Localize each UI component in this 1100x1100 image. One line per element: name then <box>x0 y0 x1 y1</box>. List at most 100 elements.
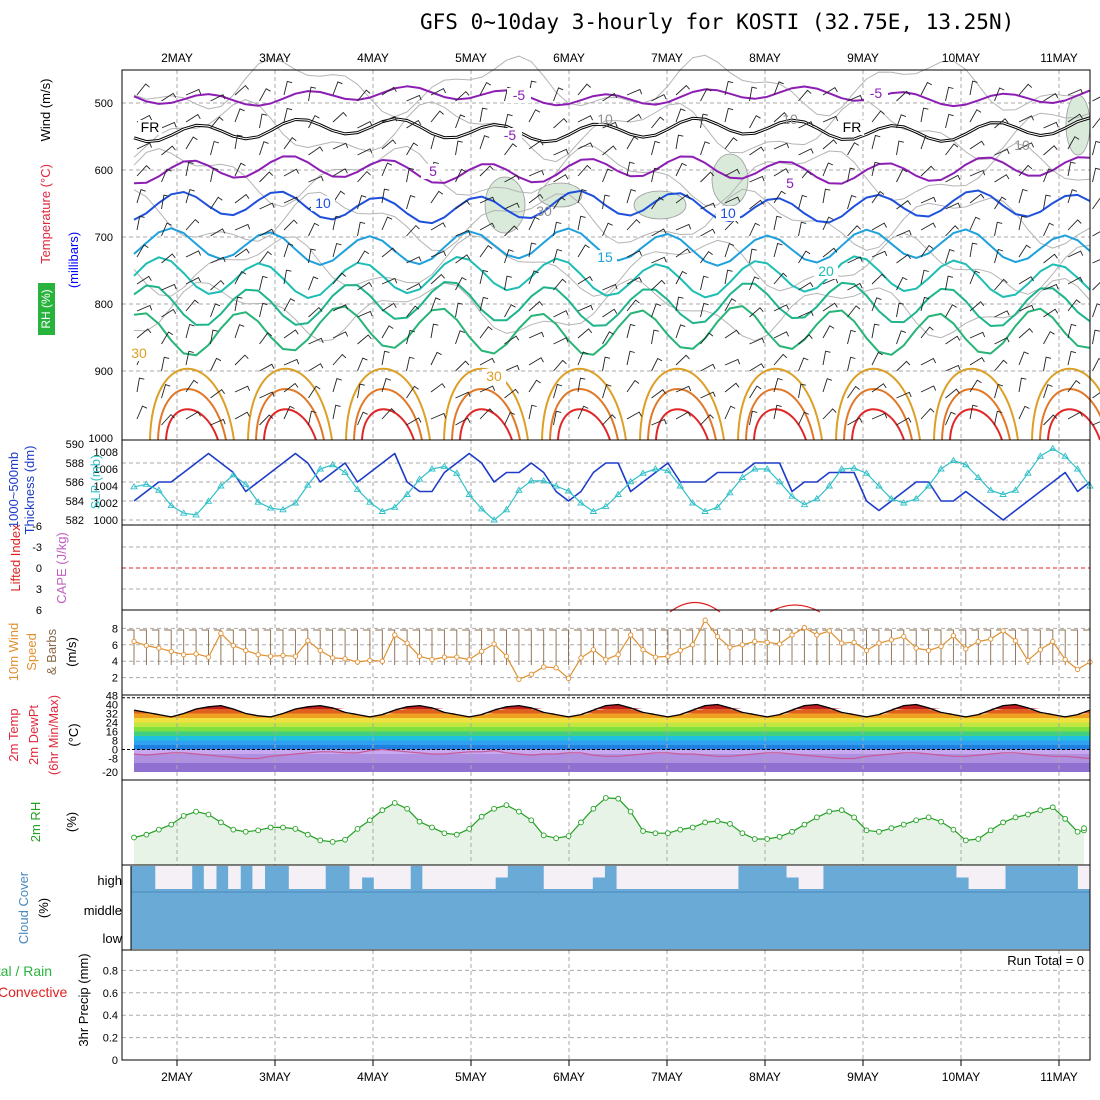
rh2m-marker <box>975 836 982 842</box>
cloud-high-gap <box>361 866 375 878</box>
rh2m-marker <box>528 817 535 824</box>
wind-barb <box>847 225 861 237</box>
wind-barb <box>896 90 911 102</box>
wind-barb <box>871 351 883 366</box>
slp-marker <box>142 480 151 487</box>
slp-marker <box>775 477 784 485</box>
cloud-high-gap <box>628 866 642 889</box>
wind-barb <box>626 113 642 123</box>
rh2m-marker <box>913 817 920 824</box>
wind10-marker <box>181 651 187 658</box>
wind10-barb <box>449 629 458 665</box>
isotherm-5 <box>133 155 1091 185</box>
wind-barb <box>749 146 765 156</box>
wind-barb <box>283 405 295 420</box>
wind10-barb <box>660 629 669 665</box>
wind-barb <box>381 247 397 258</box>
wind-barb <box>332 331 349 339</box>
wind10-barb <box>623 629 632 665</box>
cloud-high-gap <box>483 866 496 889</box>
wind10-barb <box>1070 629 1079 665</box>
wind-barb <box>479 135 490 150</box>
wind-barb <box>969 404 978 420</box>
wind-barb <box>871 110 885 123</box>
wind10-marker <box>776 641 783 647</box>
wind10-barb <box>735 629 743 665</box>
wind-barb <box>1092 282 1100 291</box>
temp-color-band <box>134 718 1090 723</box>
wind10-marker <box>1037 647 1043 653</box>
rh2m-marker <box>565 833 572 839</box>
wind-barb <box>577 164 592 177</box>
wind10-marker <box>578 655 584 661</box>
warm-isotherm <box>557 408 611 441</box>
wind-barb <box>1018 83 1033 96</box>
slp-tick: 1006 <box>94 464 118 476</box>
wind-barb <box>847 256 863 264</box>
wind-barb <box>406 305 420 318</box>
wind-barb <box>455 140 463 156</box>
slp-marker <box>328 460 337 468</box>
wind-barb <box>553 278 567 291</box>
rh2m-marker <box>1074 828 1081 835</box>
wind-barb <box>994 383 1004 399</box>
wind-barb <box>626 250 643 258</box>
temp2m-axis-label: (6hr Min/Max) <box>46 695 61 775</box>
cloud-high-gap <box>458 866 472 889</box>
wind-barb <box>259 251 272 264</box>
rh2m-marker <box>404 805 410 812</box>
cloud-middle-low <box>131 866 1090 949</box>
rh2m-marker <box>516 808 522 815</box>
temp2m-axis-label: (°C) <box>66 723 81 746</box>
wind-barb <box>455 276 467 291</box>
wind-barb <box>626 299 640 312</box>
wind-barb <box>822 302 838 312</box>
wind-barb <box>945 143 959 156</box>
wind-barb <box>234 134 243 150</box>
slp-marker <box>130 482 138 490</box>
slp-marker <box>949 456 958 463</box>
wind-barb <box>847 94 863 102</box>
wind10-barb <box>747 629 756 665</box>
warm-isotherm <box>639 367 725 441</box>
wind-barb <box>381 86 397 96</box>
slp-marker <box>589 507 598 514</box>
wind-barb <box>1018 377 1027 393</box>
wind-barb <box>259 171 274 183</box>
wind-barb <box>651 303 662 318</box>
wind-barb <box>1043 92 1059 102</box>
precip-conv-label: Convective <box>0 984 67 1000</box>
wind10-speed-line <box>133 619 1091 680</box>
chart-title: GFS 0~10day 3-hourly for KOSTI (32.75E, … <box>420 10 1015 34</box>
wind-barb <box>479 385 496 393</box>
slp-marker <box>726 488 734 496</box>
warm-isotherm <box>1047 408 1100 441</box>
isotherm-label: 10 <box>315 195 331 211</box>
slp-line <box>133 448 1091 521</box>
wind-barb <box>945 202 961 210</box>
wind10-marker <box>876 640 882 646</box>
wind-barb <box>1018 244 1031 258</box>
wind-barb <box>749 86 757 102</box>
wind-barb <box>479 326 493 339</box>
wind10-barb <box>338 629 346 665</box>
wind-barb <box>675 385 692 393</box>
wind-barb <box>651 140 660 156</box>
label-backing <box>716 206 740 221</box>
wind-barb <box>1043 222 1054 237</box>
wind-barb <box>161 308 177 318</box>
wind-barb <box>308 114 320 129</box>
rh2m-marker <box>379 807 386 814</box>
wind-barb <box>626 276 643 285</box>
wind-barb <box>1043 283 1059 291</box>
wind-barb <box>332 404 341 420</box>
wind-barb <box>602 384 612 399</box>
slp-tick: 1004 <box>94 481 118 493</box>
slp-axis-label: SLP (mb) <box>88 455 103 510</box>
isotherm-label: 30 <box>131 345 147 361</box>
wind10-marker <box>553 665 559 671</box>
cloud-high-gap <box>349 866 363 889</box>
wind-barb <box>626 379 640 393</box>
wind-barb <box>969 169 986 177</box>
wind-barb <box>479 408 494 420</box>
